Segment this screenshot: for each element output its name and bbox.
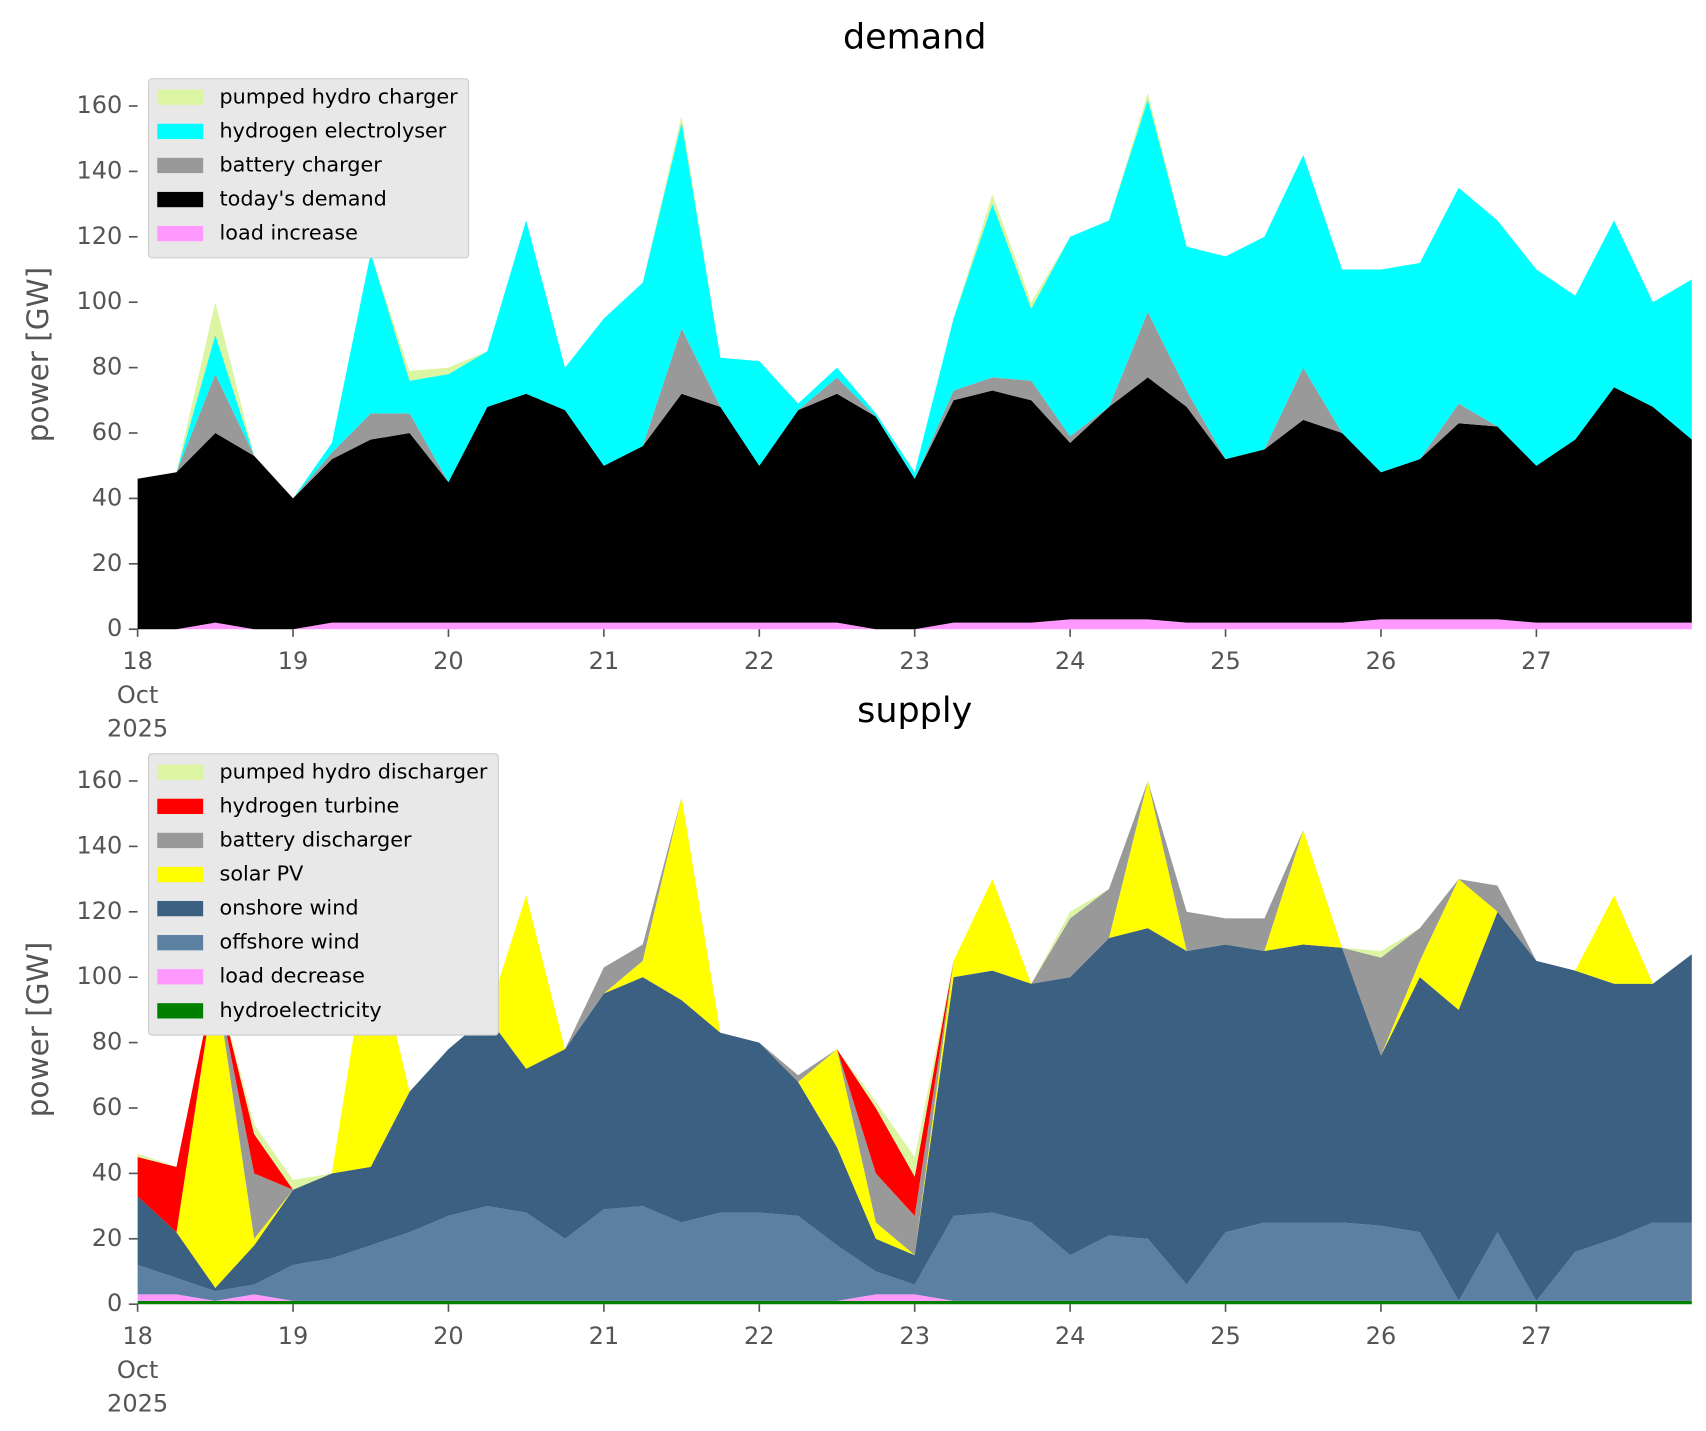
legend-label: hydrogen turbine [220, 793, 400, 817]
y-axis-label: power [GW] [21, 267, 55, 442]
x-tick-label: 19 [278, 647, 309, 675]
legend-label: load increase [220, 221, 358, 245]
legend-swatch [157, 191, 204, 208]
x-tick-label: 20 [433, 1322, 464, 1350]
x-tick-label: 24 [1055, 1322, 1086, 1350]
legend-label: hydrogen electrolyser [220, 118, 447, 142]
y-tick-label: 100 [76, 962, 122, 990]
y-tick-label: 160 [76, 91, 122, 119]
x-tick-label: 22 [744, 647, 775, 675]
x-tick-label: 18 Oct 2025 [107, 647, 168, 743]
legend-label: onshore wind [220, 896, 359, 920]
area [137, 911, 1692, 1301]
y-tick-label: 0 [107, 614, 122, 642]
legend-label: offshore wind [220, 930, 360, 954]
legend-swatch [157, 969, 204, 985]
y-tick-label: 20 [92, 1224, 123, 1252]
legend-swatch [157, 798, 204, 815]
y-tick-label: 140 [76, 831, 122, 859]
x-tick-label: 26 [1366, 647, 1397, 675]
legend-swatch [157, 1003, 204, 1019]
y-tick-label: 60 [92, 418, 123, 446]
y-tick-label: 80 [92, 353, 123, 381]
area [137, 780, 1692, 1256]
legend-swatch [157, 900, 204, 917]
legend-label: solar PV [220, 862, 305, 886]
legend-label: pumped hydro charger [220, 84, 459, 108]
x-tick-label: 20 [433, 647, 464, 675]
x-tick-label: 23 [899, 1322, 930, 1350]
legend-label: load decrease [220, 964, 365, 988]
x-tick-label: 22 [744, 1322, 775, 1350]
legend-swatch [157, 157, 204, 174]
legend-swatch [157, 866, 204, 883]
x-tick-label: 21 [589, 647, 620, 675]
y-tick-label: 40 [92, 1158, 123, 1186]
legend-label: today's demand [220, 187, 387, 211]
legend-label: battery charger [220, 152, 383, 176]
legend-label: pumped hydro discharger [220, 759, 488, 783]
y-tick-label: 60 [92, 1093, 123, 1121]
legend-swatch [157, 764, 204, 780]
chart-title: demand [843, 17, 986, 57]
area [137, 99, 1692, 499]
y-axis-label: power [GW] [21, 942, 55, 1117]
x-tick-label: 19 [278, 1322, 309, 1350]
y-tick-label: 0 [107, 1289, 122, 1317]
y-tick-label: 40 [92, 483, 123, 511]
area [137, 780, 1692, 1288]
legend-label: hydroelectricity [220, 998, 382, 1022]
chart-title: supply [857, 691, 972, 731]
area [137, 377, 1692, 630]
legend-swatch [157, 935, 204, 951]
x-tick-label: 25 [1210, 1322, 1241, 1350]
y-tick-label: 80 [92, 1028, 123, 1056]
area [137, 1294, 1692, 1301]
y-tick-label: 120 [76, 897, 122, 925]
x-tick-label: 25 [1210, 647, 1241, 675]
y-tick-label: 20 [92, 549, 123, 577]
x-tick-label: 21 [589, 1322, 620, 1350]
legend-box [147, 78, 470, 259]
area [137, 619, 1692, 630]
area [137, 1300, 1692, 1305]
x-tick-label: 23 [899, 647, 930, 675]
legend-swatch [157, 123, 204, 140]
legend-swatch [157, 832, 204, 849]
legend-swatch [157, 89, 204, 105]
legend-box [147, 753, 499, 1036]
y-tick-label: 140 [76, 156, 122, 184]
legend-label: battery discharger [220, 827, 412, 851]
x-tick-label: 27 [1521, 647, 1552, 675]
x-tick-label: 27 [1521, 1322, 1552, 1350]
x-tick-label: 24 [1055, 647, 1086, 675]
y-tick-label: 120 [76, 222, 122, 250]
y-tick-label: 160 [76, 766, 122, 794]
x-tick-label: 26 [1366, 1322, 1397, 1350]
x-tick-label: 18 Oct 2025 [107, 1322, 168, 1418]
area [137, 1206, 1692, 1301]
legend-swatch [157, 225, 204, 242]
y-tick-label: 100 [76, 287, 122, 315]
